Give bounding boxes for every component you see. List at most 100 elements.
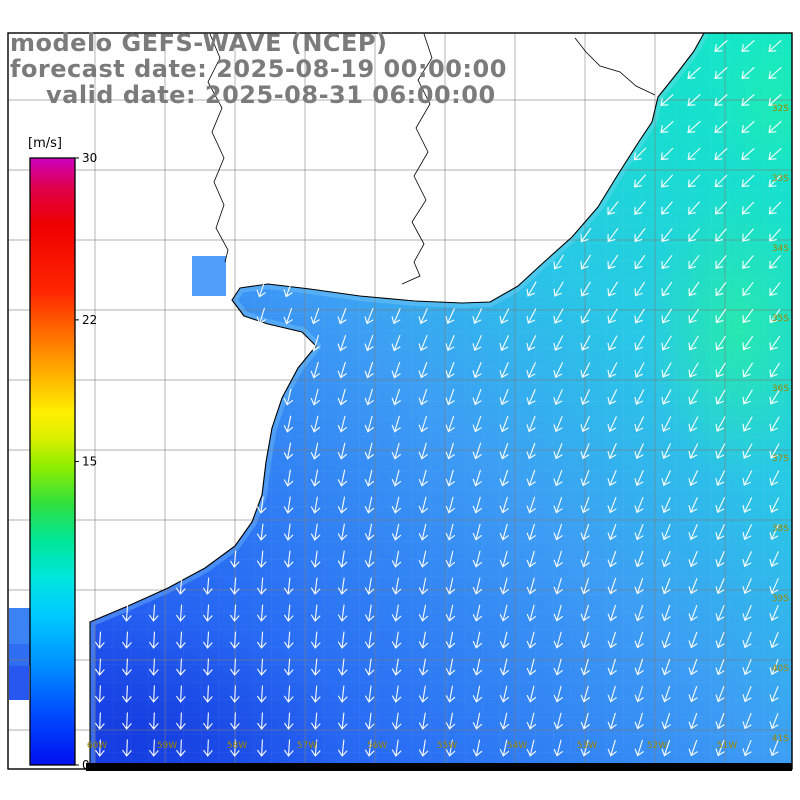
wind-arrow <box>742 712 752 730</box>
river-parana <box>207 33 229 263</box>
wind-arrow <box>445 442 455 460</box>
wind-arrow <box>688 335 699 351</box>
wind-arrow <box>768 94 782 106</box>
wind-arrow <box>769 308 781 324</box>
wind-arrow <box>553 523 563 541</box>
latitude-label: 32S <box>772 104 789 114</box>
wind-arrow <box>418 388 428 406</box>
wind-arrow <box>95 712 105 730</box>
wind-arrow <box>741 67 755 79</box>
wind-arrow <box>364 577 375 595</box>
wind-arrow <box>310 469 321 487</box>
wind-arrow <box>553 739 564 757</box>
wind-arrow <box>714 121 728 133</box>
wind-arrow <box>553 712 563 730</box>
wind-arrow <box>634 174 646 188</box>
wind-arrow <box>311 685 321 703</box>
wind-arrow <box>364 712 375 730</box>
wind-arrow <box>283 604 294 622</box>
wind-arrow <box>688 577 698 595</box>
wind-arrow <box>607 362 618 378</box>
wind-arrow <box>445 604 456 622</box>
wind-arrow <box>607 523 617 541</box>
longitude-label: 57W <box>297 741 317 751</box>
wind-arrow <box>769 632 779 649</box>
wind-arrow <box>95 631 105 649</box>
wind-arrow <box>283 280 293 298</box>
wind-arrow <box>337 604 348 622</box>
wind-arrow <box>499 362 509 379</box>
wind-arrow <box>634 201 646 215</box>
wind-arrow <box>715 228 727 242</box>
wind-arrow <box>661 443 672 460</box>
wind-arrow <box>418 335 428 352</box>
wind-arrow <box>176 685 186 703</box>
wind-arrow <box>769 578 779 595</box>
wind-arrow <box>661 550 671 568</box>
wind-arrow <box>580 658 590 676</box>
wind-arrow <box>283 550 294 568</box>
wind-arrow <box>499 442 509 460</box>
wind-arrow <box>257 604 267 622</box>
wind-arrow <box>741 148 755 160</box>
wind-arrow <box>283 388 294 406</box>
wind-arrow <box>149 604 159 622</box>
wind-arrow <box>634 550 644 568</box>
wind-arrow <box>310 334 320 352</box>
wind-arrow <box>607 281 618 297</box>
wind-arrow <box>257 631 267 649</box>
wind-arrow <box>203 739 213 757</box>
wind-arrow <box>553 550 563 568</box>
wind-arrow <box>661 658 671 676</box>
wind-arrow <box>769 282 781 297</box>
wind-arrow <box>472 496 482 514</box>
wind-arrow <box>499 658 510 676</box>
wind-arrow <box>445 712 456 730</box>
wind-arrow <box>688 201 700 215</box>
wind-arrow <box>364 469 375 487</box>
wind-arrow <box>229 550 240 568</box>
wind-arrow <box>472 442 482 460</box>
wind-arrow <box>499 604 510 622</box>
wind-arrow <box>742 739 752 757</box>
wind-arrow <box>445 550 456 568</box>
wind-arrow <box>634 739 644 757</box>
wind-arrow <box>230 712 240 730</box>
wind-arrow <box>445 523 456 541</box>
wind-arrow <box>607 389 618 406</box>
wind-arrow <box>553 442 563 460</box>
wind-arrow <box>391 604 402 622</box>
wind-arrow <box>445 496 455 514</box>
wind-arrow <box>580 254 591 270</box>
wind-arrow <box>337 577 348 595</box>
model-name-line: modelo GEFS-WAVE (NCEP) <box>10 29 388 57</box>
wind-arrow <box>768 121 782 133</box>
wind-arrow <box>553 362 564 379</box>
wind-arrow <box>311 739 321 757</box>
wind-arrow <box>688 497 698 514</box>
colorbar-gradient <box>29 157 76 766</box>
wind-arrow <box>499 685 510 703</box>
wind-arrow <box>715 470 726 487</box>
wind-arrow <box>768 201 782 215</box>
wind-arrow <box>391 658 402 676</box>
forecast-date-line: forecast date: 2025-08-19 00:00:00 <box>10 55 507 83</box>
wind-arrow <box>634 712 644 730</box>
wind-arrow <box>283 577 294 595</box>
wind-arrow <box>526 631 537 649</box>
wind-arrow <box>499 469 509 487</box>
wind-arrow <box>526 739 537 757</box>
wind-arrow <box>688 604 698 622</box>
wind-arrow <box>337 469 348 487</box>
wind-arrow <box>337 631 348 649</box>
wind-arrow <box>607 712 617 730</box>
wind-arrow <box>688 443 699 459</box>
wind-arrow <box>769 416 780 432</box>
wind-arrow <box>580 739 590 757</box>
wind-arrow <box>660 121 674 133</box>
wind-arrow <box>391 334 401 352</box>
wind-arrow <box>715 551 725 568</box>
wind-arrow <box>445 335 455 352</box>
wind-arrow <box>472 712 483 730</box>
